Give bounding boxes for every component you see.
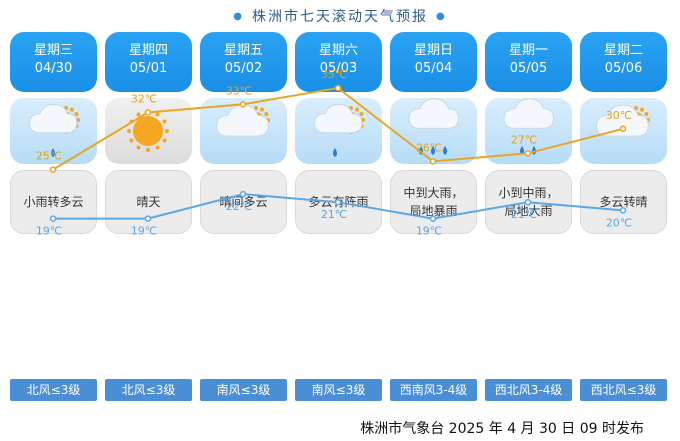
day-header: 星期五 05/02 — [200, 32, 287, 92]
wind-label: 西北风3-4级 — [485, 379, 572, 401]
date-label: 05/03 — [319, 61, 358, 76]
high-temp-point — [619, 125, 627, 133]
low-temp-point — [429, 215, 437, 222]
weather-description: 多云转晴 — [580, 170, 667, 234]
date-label: 05/06 — [604, 61, 643, 76]
title-text: 株洲市七天滚动天气预报 — [252, 9, 428, 25]
shower-cloud-sun-icon — [295, 98, 382, 164]
date-label: 04/30 — [34, 61, 73, 76]
low-temp-point — [619, 207, 627, 214]
low-temp-point — [524, 198, 532, 206]
weekday-label: 星期五 — [223, 43, 263, 58]
wind-label: 南风≤3级 — [200, 379, 287, 401]
day-header: 星期四 05/01 — [105, 32, 192, 92]
date-label: 05/02 — [224, 61, 263, 76]
wind-label: 南风≤3级 — [295, 379, 382, 401]
weekday-label: 星期三 — [33, 43, 73, 58]
weekday-label: 星期二 — [603, 43, 643, 58]
low-temp-label: 22℃ — [226, 200, 252, 213]
high-temp-point — [429, 158, 437, 165]
low-temp-label: 19℃ — [416, 225, 442, 238]
day-header: 星期日 05/04 — [390, 32, 477, 92]
weekday-label: 星期日 — [413, 43, 453, 58]
date-label: 05/05 — [509, 61, 548, 76]
low-temp-label: 19℃ — [131, 225, 157, 238]
low-temp-label: 19℃ — [36, 225, 62, 238]
day-column: 星期五 05/02 晴间多云 — [200, 32, 287, 234]
high-temp-point — [334, 84, 342, 92]
low-temp-point — [239, 190, 247, 198]
weather-description: 中到大雨， 局地暴雨 — [390, 170, 477, 234]
day-column: 星期日 05/04 中到大雨， 局地暴雨 — [390, 32, 477, 234]
low-temp-label: 21℃ — [511, 208, 537, 221]
heavy-rain-icon — [390, 98, 477, 164]
date-label: 05/04 — [414, 61, 453, 76]
weekday-label: 星期一 — [508, 43, 548, 58]
wind-label: 西南风3-4级 — [390, 379, 477, 401]
weekday-label: 星期六 — [318, 43, 358, 58]
publish-note: 株洲市气象台 2025 年 4 月 30 日 09 时发布 — [360, 421, 644, 437]
title-dot-left: ● — [233, 11, 244, 22]
weather-description: 晴天 — [105, 170, 192, 234]
high-temp-label: 25℃ — [36, 150, 62, 163]
day-header: 星期三 04/30 — [10, 32, 97, 92]
low-temp-point — [49, 215, 57, 222]
high-temp-label: 30℃ — [606, 109, 632, 122]
high-temp-point — [49, 166, 57, 173]
day-header: 星期二 05/06 — [580, 32, 667, 92]
high-temp-point — [144, 109, 152, 116]
weekday-label: 星期四 — [128, 43, 168, 58]
wind-label: 北风≤3级 — [105, 379, 192, 401]
wind-label: 北风≤3级 — [10, 379, 97, 401]
day-column: 星期六 05/03 多云有阵雨 — [295, 32, 382, 234]
partly-cloudy-icon — [200, 98, 287, 164]
high-temp-label: 35℃ — [321, 68, 347, 81]
day-column: 星期二 05/06 多云转晴 — [580, 32, 667, 234]
day-column: 星期三 04/30 小雨转多云 — [10, 32, 97, 234]
high-temp-label: 27℃ — [511, 133, 537, 146]
wind-label: 西北风≤3级 — [580, 379, 667, 401]
page-title: ● 株洲市七天滚动天气预报 ● — [0, 6, 680, 26]
title-dot-right: ● — [436, 11, 447, 22]
low-temp-label: 21℃ — [321, 208, 347, 221]
day-header: 星期六 05/03 — [295, 32, 382, 92]
low-temp-point — [144, 215, 152, 222]
high-temp-label: 26℃ — [416, 141, 442, 154]
high-temp-point — [524, 150, 532, 157]
date-label: 05/01 — [129, 61, 168, 76]
day-header: 星期一 05/05 — [485, 32, 572, 92]
low-temp-point — [334, 198, 342, 206]
low-temp-label: 20℃ — [606, 216, 632, 229]
cloudy-to-sunny-icon — [580, 98, 667, 164]
high-temp-label: 33℃ — [226, 84, 252, 97]
high-temp-label: 32℃ — [131, 93, 157, 106]
high-temp-point — [239, 101, 247, 108]
